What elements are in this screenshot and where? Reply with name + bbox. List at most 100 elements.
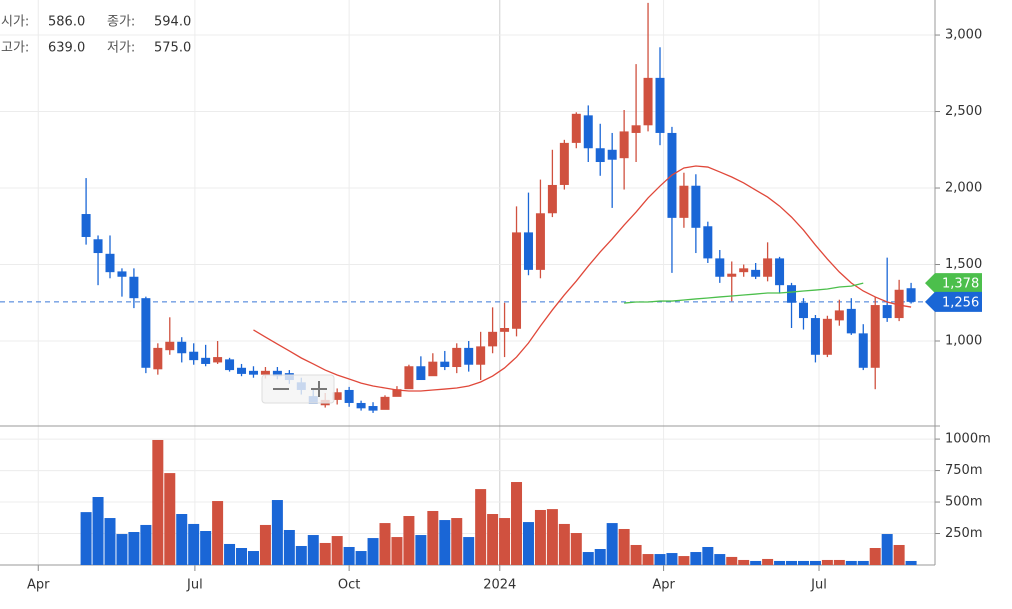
x-tick-label: Apr [652,578,675,593]
candle-body [464,347,474,365]
candle-body [452,347,462,368]
volume-bar [164,473,176,565]
candle-body [739,268,749,273]
candle-body [225,359,235,371]
candle-body [404,366,414,390]
volume-bar [690,552,702,565]
info-value: 586.0 [48,15,85,30]
volume-bar [905,560,917,565]
volume-bar [367,538,379,565]
candle-body [846,308,856,334]
candle-body [559,142,569,185]
price-tag-label: 1,256 [942,295,979,310]
candle-body [392,389,402,397]
volume-bar [678,556,690,565]
volume-bar [702,546,714,565]
volume-bar [212,501,224,565]
volume-bar [487,514,499,565]
candle-body [153,347,163,370]
candle-body [368,406,378,411]
candle-body [428,361,438,377]
volume-bar [666,553,678,565]
volume-bar [786,560,798,565]
candle-body [763,258,773,277]
candle-body [213,357,223,363]
candle-body [775,258,785,286]
info-label: 고가: [1,41,29,56]
candle-body [535,213,545,270]
candle-body [237,367,247,374]
candle-body [547,184,557,214]
volume-bar [451,518,463,565]
volume-bar [821,559,833,565]
candle-body [834,310,844,321]
candle-body [440,361,450,368]
volume-bar [295,545,307,565]
volume-bar [797,560,809,565]
volume-bar [606,523,618,565]
volume-bar [809,560,821,565]
candle-body [500,328,510,332]
candle-body [631,125,641,133]
volume-bar [511,482,523,565]
zoom-controls[interactable] [261,374,335,404]
candle-body [619,131,629,159]
volume-bar [188,523,200,565]
volume-bar [750,560,762,565]
volume-bar [833,559,845,565]
y-tick-label: 2,000 [945,181,982,196]
volume-bar [247,551,259,565]
volume-bar [439,520,451,565]
price-tag [925,291,982,312]
candle-body [105,253,115,273]
candle-body [332,392,342,400]
volume-bar [104,518,116,565]
y-tick-label: 1,000 [945,334,982,349]
volume-tick-label: 750m [945,463,982,478]
candle-body [117,271,127,277]
info-label: 시가: [1,15,29,30]
volume-bar [224,543,236,565]
volume-bar [379,523,391,565]
volume-bar [355,551,367,565]
volume-bar [391,537,403,565]
candle-body [380,396,390,410]
volume-bar [738,559,750,565]
volume-bar [714,554,726,565]
volume-bar [259,524,271,565]
volume-bar [271,500,283,565]
candle-body [595,148,605,163]
volume-bar [319,542,331,565]
candle-body [512,232,522,329]
candle-body [189,351,199,361]
candle-body [201,357,211,364]
x-tick-label: Apr [27,578,50,593]
volume-bar [343,546,355,565]
y-tick-label: 2,500 [945,104,982,119]
volume-bar [463,537,475,565]
candle-body [727,273,737,277]
volume-bar [881,534,893,565]
info-label: 저가: [107,41,135,56]
price-tag [925,273,982,294]
zoom-box[interactable] [261,374,335,404]
volume-bar [92,497,104,565]
volume-tick-label: 1000m [945,432,991,447]
x-tick-label: Jul [810,578,827,593]
candle-body [798,302,808,319]
candle-body [272,370,282,377]
candle-body [810,318,820,355]
volume-tick-label: 500m [945,495,982,510]
volume-bar [654,554,666,565]
info-value: 575.0 [154,41,191,56]
candle-body [416,366,426,381]
volume-bar [642,554,654,565]
y-tick-label: 1,500 [945,257,982,272]
volume-bar [762,558,774,565]
volume-bar [236,548,248,565]
info-label: 종가: [107,15,135,30]
candle-body [655,77,665,133]
candle-body [691,185,701,228]
candle-body [715,258,725,277]
x-tick-label: 2024 [483,578,516,593]
